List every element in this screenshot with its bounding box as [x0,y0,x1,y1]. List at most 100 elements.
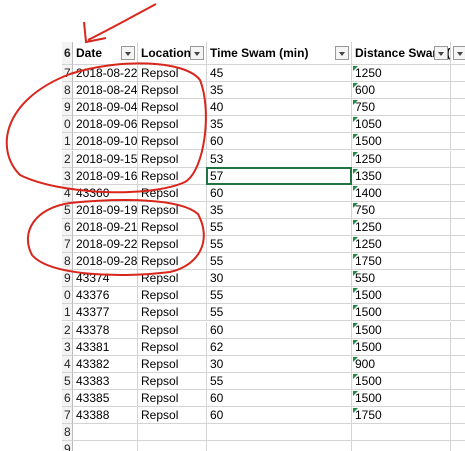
cell: 55 [207,218,352,236]
cell [451,151,465,168]
cell [73,441,138,451]
error-indicator [353,339,358,345]
cell: Repsol [138,407,207,425]
error-indicator [353,117,358,123]
cell: 43377 [73,304,138,322]
cell: 2018-09-04 [73,99,138,117]
error-indicator [353,373,358,379]
cell: Repsol [138,236,207,254]
row-number: 6 [62,42,73,65]
cell: 550 [352,270,451,288]
error-indicator [353,271,358,277]
cell: 60 [207,407,352,425]
row-number: 4 [62,355,73,373]
row-number: 6 [62,218,73,236]
cell: 2018-09-22 [73,236,138,254]
cell: 55 [207,287,352,305]
cell: 43385 [73,389,138,407]
cell: 1500 [352,338,451,356]
cell: 750 [352,201,451,219]
cell: 62 [207,338,352,356]
cell: 60 [207,389,352,407]
cell [451,202,465,219]
filter-button[interactable] [190,46,204,60]
cell [451,390,465,407]
cell: 55 [207,304,352,322]
cell [451,253,465,271]
row-number: 7 [62,407,73,425]
error-indicator [353,254,358,260]
cell: Repsol [138,389,207,407]
filter-button[interactable] [121,46,135,60]
cell: Repsol [138,184,207,202]
cell [451,424,465,442]
row-number: 9 [62,99,73,117]
cell: Repsol [138,116,207,134]
error-indicator [353,408,358,413]
cell: 43381 [73,338,138,356]
cell [451,407,465,425]
cell: Repsol [138,201,207,219]
cell: Repsol [138,304,207,322]
cell: 1350 [352,167,451,185]
error-indicator [353,83,358,89]
cell: 2018-09-16 [73,167,138,185]
cell [451,287,465,305]
cell [451,219,465,236]
filter-button[interactable] [453,46,465,60]
cell: 2018-09-10 [73,133,138,151]
cell [451,116,465,134]
row-number: 7 [62,236,73,254]
cell: 45 [207,65,352,83]
cell: 1500 [352,133,451,151]
cell: 43374 [73,270,138,288]
column-header [451,42,465,65]
cell: 60 [207,321,352,339]
cell: 55 [207,253,352,271]
selected-cell [206,166,352,185]
cell: 2018-08-22 [73,65,138,83]
error-indicator [353,288,358,294]
row-number: 8 [62,82,73,100]
error-indicator [353,219,358,225]
cell [451,304,465,322]
cell: 1250 [352,218,451,236]
row-number: 1 [62,304,73,322]
cell: 2018-09-28 [73,253,138,271]
cell [451,65,465,83]
row-number: 7 [62,65,73,83]
error-indicator [353,356,358,362]
cell: 35 [207,116,352,134]
cell: 55 [207,236,352,254]
cell: 43388 [73,407,138,425]
error-indicator [353,100,358,106]
cell: 55 [207,372,352,390]
cell: 1750 [352,407,451,425]
cell [451,322,465,339]
cell [451,133,465,151]
cell: 43360 [73,184,138,202]
cell: 1400 [352,184,451,202]
cell [451,82,465,100]
column-header: Distance Swam (m) [352,42,451,65]
error-indicator [353,390,358,396]
cell [451,441,465,451]
cell [451,185,465,202]
cell: 35 [207,201,352,219]
row-number: 4 [62,184,73,202]
cell: Repsol [138,355,207,373]
cell: 60 [207,184,352,202]
cell [352,441,451,451]
row-number: 6 [62,389,73,407]
cell: Repsol [138,99,207,117]
cell: 1250 [352,150,451,168]
cell: Repsol [138,287,207,305]
cell: 53 [207,150,352,168]
cell: 43382 [73,355,138,373]
filter-button[interactable] [335,46,349,60]
cell: 2018-09-21 [73,218,138,236]
cell: Repsol [138,218,207,236]
filter-button[interactable] [434,46,448,60]
error-indicator [353,66,358,71]
cell: 1500 [352,304,451,322]
